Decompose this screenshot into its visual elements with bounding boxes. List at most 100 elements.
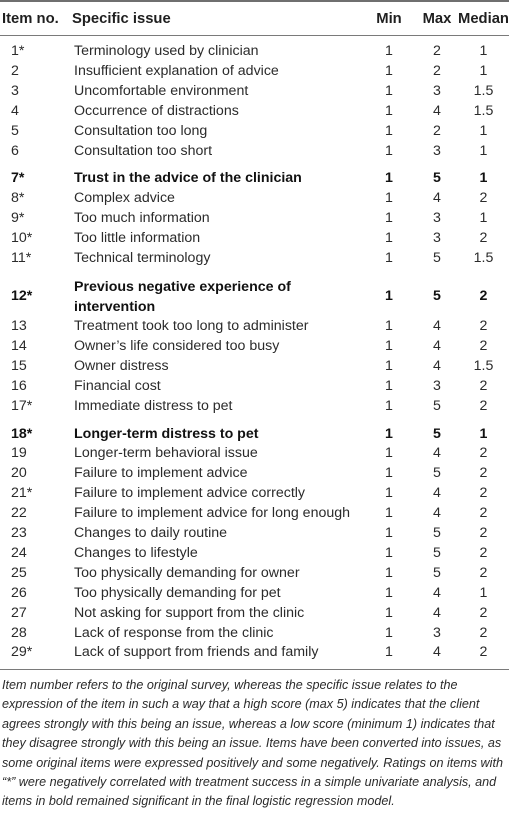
cell-max: 4 bbox=[433, 505, 441, 522]
cell-specific-issue: Changes to daily routine bbox=[74, 525, 228, 542]
table-row: 3 Uncomfortable environment 1 3 1.5 bbox=[0, 82, 509, 102]
cell-median: 1.5 bbox=[473, 250, 494, 267]
cell-specific-issue: Failure to implement advice correctly bbox=[74, 485, 306, 502]
cell-min: 1 bbox=[385, 288, 393, 305]
cell-specific-issue: Longer-term behavioral issue bbox=[74, 445, 258, 462]
cell-max: 4 bbox=[433, 584, 441, 601]
cell-specific-issue: Too little information bbox=[74, 230, 201, 247]
cell-min: 1 bbox=[385, 544, 393, 561]
cell-item-no: 26 bbox=[11, 584, 27, 601]
cell-item-no: 25 bbox=[11, 564, 27, 581]
cell-min: 1 bbox=[385, 445, 393, 462]
cell-item-no: 14 bbox=[11, 337, 27, 354]
table-row: 13 Treatment took too long to administer 1… bbox=[0, 317, 509, 337]
cell-max: 4 bbox=[433, 485, 441, 502]
cell-specific-issue: Not asking for support from the clinic bbox=[74, 604, 305, 621]
table-row: 21* Failure to implement advice correctly… bbox=[0, 484, 509, 504]
cell-specific-issue: Lack of response from the clinic bbox=[74, 624, 274, 641]
cell-max: 3 bbox=[433, 142, 441, 159]
cell-max: 4 bbox=[433, 337, 441, 354]
cell-item-no: 1* bbox=[11, 43, 25, 59]
cell-specific-issue: Failure to implement advice bbox=[74, 465, 248, 482]
cell-item-no: 21* bbox=[11, 485, 33, 502]
header-specific-issue: Specific issue bbox=[70, 0, 362, 36]
cell-item-no: 7* bbox=[11, 170, 25, 187]
cell-median: 2 bbox=[479, 485, 488, 502]
cell-specific-issue: Too physically demanding for owner bbox=[74, 564, 300, 581]
cell-specific-issue: Owner’s life considered too busy bbox=[74, 337, 280, 354]
cell-median: 2 bbox=[479, 465, 488, 482]
cell-max: 5 bbox=[433, 250, 441, 267]
cell-max: 3 bbox=[433, 210, 441, 227]
cell-max: 5 bbox=[433, 170, 441, 187]
cell-max: 5 bbox=[433, 425, 441, 442]
table-row: 6 Consultation too short 1 3 1 bbox=[0, 142, 509, 162]
table-row: 24 Changes to lifestyle 1 5 2 bbox=[0, 544, 509, 564]
cell-max: 5 bbox=[433, 525, 441, 542]
cell-max: 4 bbox=[433, 317, 441, 334]
header-min: Min bbox=[362, 0, 416, 36]
cell-median: 2 bbox=[479, 337, 488, 354]
cell-median: 2 bbox=[479, 505, 488, 522]
cell-specific-issue: Owner distress bbox=[74, 357, 169, 374]
cell-max: 5 bbox=[433, 564, 441, 581]
cell-max: 4 bbox=[433, 102, 441, 119]
table-row: 26 Too physically demanding for pet 1 4 1 bbox=[0, 584, 509, 604]
cell-min: 1 bbox=[385, 377, 393, 394]
cell-median: 1 bbox=[479, 210, 488, 227]
table-row: 8* Complex advice 1 4 2 bbox=[0, 189, 509, 209]
cell-median: 2 bbox=[479, 190, 488, 207]
cell-median: 1 bbox=[479, 62, 488, 79]
cell-min: 1 bbox=[385, 357, 393, 374]
cell-max: 4 bbox=[433, 190, 441, 207]
header-row: Item no. Specific issue Min Max Median bbox=[0, 0, 509, 36]
cell-item-no: 2 bbox=[11, 62, 19, 79]
cell-min: 1 bbox=[385, 604, 393, 621]
cell-specific-issue: Consultation too short bbox=[74, 142, 213, 159]
cell-max: 4 bbox=[433, 357, 441, 374]
cell-item-no: 9* bbox=[11, 210, 25, 227]
cell-min: 1 bbox=[385, 142, 393, 159]
cell-item-no: 12* bbox=[11, 288, 33, 305]
cell-item-no: 24 bbox=[11, 544, 27, 561]
cell-min: 1 bbox=[385, 525, 393, 542]
cell-specific-issue: Changes to lifestyle bbox=[74, 544, 198, 561]
cell-min: 1 bbox=[385, 230, 393, 247]
cell-max: 5 bbox=[433, 544, 441, 561]
table-row: 23 Changes to daily routine 1 5 2 bbox=[0, 524, 509, 544]
table-row: 19 Longer-term behavioral issue 1 4 2 bbox=[0, 444, 509, 464]
cell-min: 1 bbox=[385, 190, 393, 207]
cell-median: 2 bbox=[479, 445, 488, 462]
cell-max: 4 bbox=[433, 604, 441, 621]
cell-median: 2 bbox=[479, 624, 488, 641]
cell-specific-issue: Trust in the advice of the clinician bbox=[74, 170, 302, 187]
cell-max: 5 bbox=[433, 288, 441, 305]
cell-specific-issue: Terminology used by clinician bbox=[74, 43, 259, 59]
table-row: 22 Failure to implement advice for long e… bbox=[0, 504, 509, 524]
cell-item-no: 19 bbox=[11, 445, 27, 462]
table-row: 25 Too physically demanding for owner 1 5 2 bbox=[0, 564, 509, 584]
cell-max: 3 bbox=[433, 624, 441, 641]
cell-specific-issue: Financial cost bbox=[74, 377, 161, 394]
cell-median: 1.5 bbox=[473, 357, 494, 374]
cell-specific-issue: Too physically demanding for pet bbox=[74, 584, 281, 601]
cell-max: 5 bbox=[433, 465, 441, 482]
cell-item-no: 5 bbox=[11, 122, 19, 139]
cell-item-no: 20 bbox=[11, 465, 27, 482]
cell-item-no: 16 bbox=[11, 377, 27, 394]
cell-max: 2 bbox=[433, 122, 441, 139]
cell-min: 1 bbox=[385, 102, 393, 119]
cell-specific-issue: Complex advice bbox=[74, 190, 175, 207]
cell-specific-issue: Previous negative experience of intervent… bbox=[74, 278, 291, 315]
cell-min: 1 bbox=[385, 337, 393, 354]
cell-max: 3 bbox=[433, 230, 441, 247]
table-footnote: Item number refers to the original surve… bbox=[2, 678, 503, 809]
cell-specific-issue: Treatment took too long to administer bbox=[74, 317, 309, 334]
table-row: 14 Owner’s life considered too busy 1 4 2 bbox=[0, 337, 509, 357]
table-row: 18* Longer-term distress to pet 1 5 1 bbox=[0, 417, 509, 445]
cell-min: 1 bbox=[385, 210, 393, 227]
cell-min: 1 bbox=[385, 317, 393, 334]
cell-median: 2 bbox=[479, 377, 488, 394]
cell-max: 3 bbox=[433, 82, 441, 99]
table-row: 15 Owner distress 1 4 1.5 bbox=[0, 357, 509, 377]
